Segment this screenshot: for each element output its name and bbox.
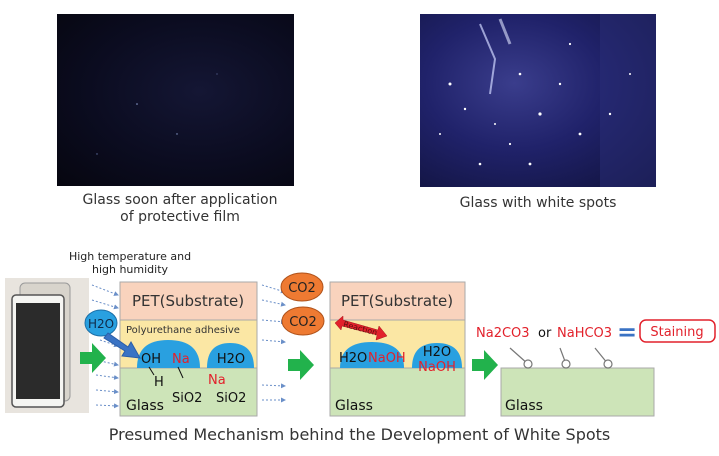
phone-photo [5, 278, 89, 413]
diagram-title: Presumed Mechanism behind the Developmen… [108, 425, 611, 444]
stage3-nahco3: NaHCO3 [557, 326, 612, 341]
stain-deposits [509, 347, 613, 369]
conditions-label: High temperature and high humidity [60, 250, 200, 276]
conditions-line2: high humidity [91, 263, 169, 276]
caption-before-line2: of protective film [120, 209, 240, 225]
stage1-water-ingress-arrow [103, 332, 141, 359]
stage3-equals: = [617, 318, 637, 346]
stage3-staining: Staining [650, 325, 703, 340]
stage3-glass-layer [500, 367, 655, 417]
stage1-pet-label: PET(Substrate) [132, 292, 244, 310]
stage1-bond-na-sio2 [177, 366, 184, 379]
process-arrow-1 [80, 343, 106, 373]
stage1-h2o-bubble [84, 309, 118, 337]
stage1-water-droplet-2 [207, 343, 254, 368]
stage1-oh: OH [141, 352, 161, 367]
stage1-sio2-2: SiO2 [216, 391, 246, 406]
stage3-na2co3: Na2CO3 [476, 326, 530, 341]
caption-before-line1: Glass soon after application [82, 192, 278, 208]
stage2-water-droplet-2 [412, 343, 462, 368]
stage3-glass-label: Glass [505, 398, 543, 414]
moisture-arrows-1 [91, 284, 119, 409]
stage2-glass-label: Glass [335, 398, 373, 414]
staining-box [639, 319, 716, 343]
stage1-na2: Na [208, 373, 226, 388]
stage1-na1: Na [172, 352, 190, 367]
process-arrow-2 [288, 350, 314, 380]
conditions-line1: High temperature and [68, 250, 192, 263]
stage1-water-droplet-1 [137, 340, 200, 368]
reaction-arrow [334, 315, 388, 341]
stage1-sio2-1: SiO2 [172, 391, 202, 406]
stage3-or: or [538, 326, 552, 341]
photo-glass-after-film [57, 14, 294, 186]
stage1-glass-label: Glass [126, 398, 164, 414]
stage2-h2o-1: H2O [339, 351, 367, 366]
stage1-h2o-inner: H2O [217, 352, 245, 367]
caption-after: Glass with white spots [459, 195, 617, 211]
caption-before: Glass soon after application of protecti… [55, 192, 305, 226]
stage2-water-droplet-1 [340, 342, 404, 368]
co2-bubble-top [280, 272, 324, 302]
stage1-h: H [154, 375, 164, 390]
stage2-pet-label: PET(Substrate) [341, 292, 453, 310]
moisture-arrows-2 [261, 284, 286, 403]
stage1-adhesive-label: Polyurethane adhesive [126, 325, 240, 336]
stage2-co2-mid: CO2 [289, 315, 317, 330]
stage1-bond-oh-h [148, 366, 155, 376]
stage2-h2o-2: H2O [423, 345, 451, 360]
co2-bubble-mid [281, 306, 325, 336]
process-arrow-3 [472, 350, 498, 380]
stage2-co2-top: CO2 [288, 281, 316, 296]
stage1-h2o-outside: H2O [88, 317, 114, 331]
stage2-naoh-2: NaOH [418, 360, 456, 375]
photo-glass-white-spots [420, 14, 656, 187]
stage2-naoh-1: NaOH [368, 351, 406, 366]
